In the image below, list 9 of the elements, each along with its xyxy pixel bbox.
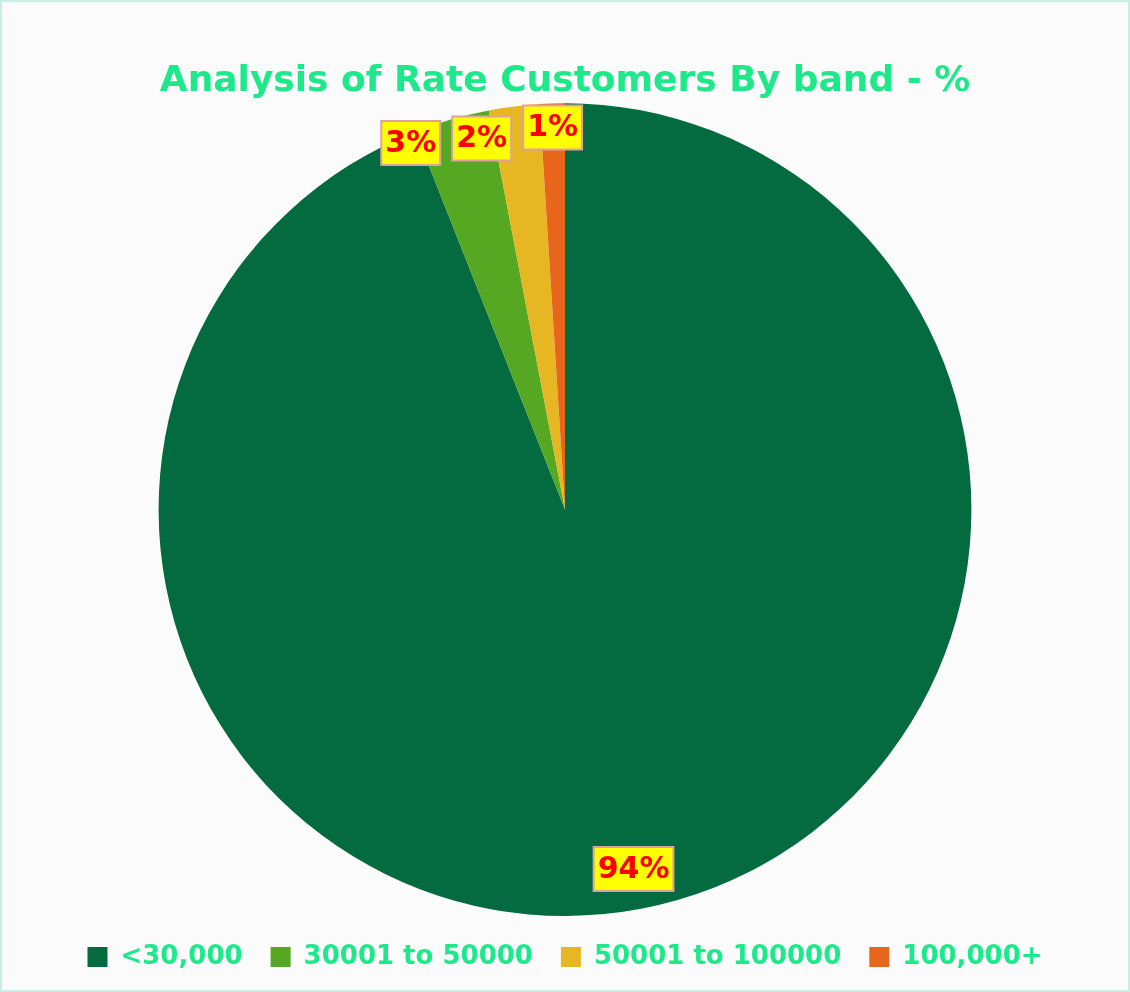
legend-label: 50001 to 100000 [593,939,842,970]
chart-title: Analysis of Rate Customers By band - % [159,57,971,99]
data-label: 2% [456,119,508,155]
data-label: 94% [597,849,670,885]
legend-label: 30001 to 50000 [303,939,533,970]
legend-label: <30,000 [120,939,243,970]
data-label: 1% [527,108,579,144]
data-label: 3% [385,123,437,159]
legend-label: 100,000+ [902,939,1043,970]
